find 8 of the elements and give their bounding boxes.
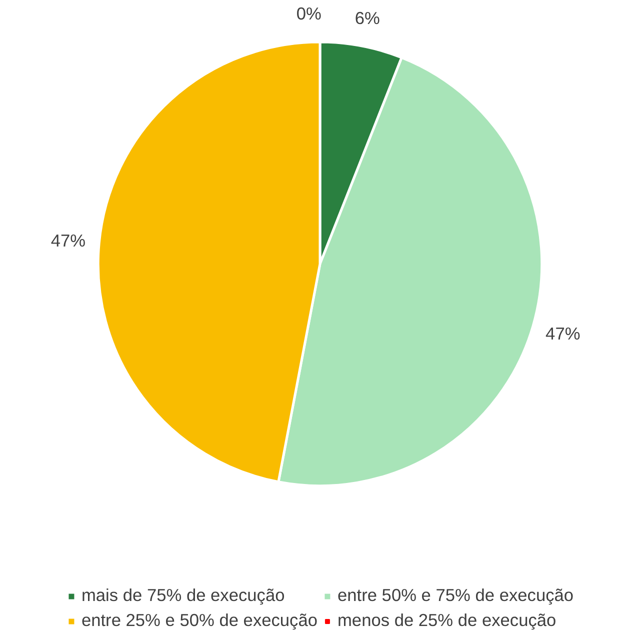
data-label: 6% [354,8,380,28]
data-label: 47% [50,230,86,250]
data-label: 47% [546,324,580,344]
legend-label: mais de 75% de execução [81,585,285,606]
legend-label: entre 50% e 75% de execução [338,585,574,606]
legend-label: menos de 25% de execução [338,610,556,631]
text: 0% [296,4,322,24]
legend-label: entre 25% e 50% de execução [81,610,318,631]
